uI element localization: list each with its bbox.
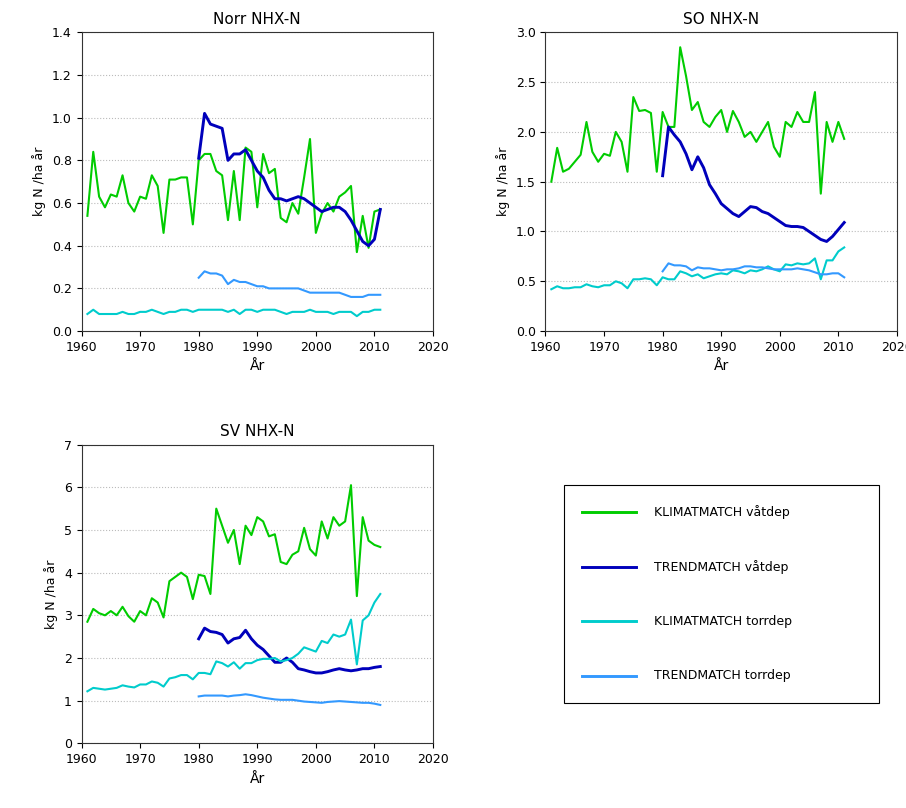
Y-axis label: kg N /ha år: kg N /ha år bbox=[33, 147, 46, 217]
Title: SO NHX-N: SO NHX-N bbox=[683, 12, 759, 27]
Text: TRENDMATCH våtdep: TRENDMATCH våtdep bbox=[654, 560, 788, 574]
Y-axis label: kg N /ha år: kg N /ha år bbox=[44, 559, 58, 629]
Text: KLIMATMATCH våtdep: KLIMATMATCH våtdep bbox=[654, 505, 790, 520]
X-axis label: År: År bbox=[250, 360, 265, 373]
Title: Norr NHX-N: Norr NHX-N bbox=[214, 12, 301, 27]
X-axis label: År: År bbox=[250, 772, 265, 785]
Text: KLIMATMATCH torrdep: KLIMATMATCH torrdep bbox=[654, 615, 792, 628]
X-axis label: År: År bbox=[714, 360, 728, 373]
Title: SV NHX-N: SV NHX-N bbox=[220, 424, 294, 440]
Y-axis label: kg N /ha år: kg N /ha år bbox=[496, 147, 510, 217]
Text: TRENDMATCH torrdep: TRENDMATCH torrdep bbox=[654, 669, 791, 682]
